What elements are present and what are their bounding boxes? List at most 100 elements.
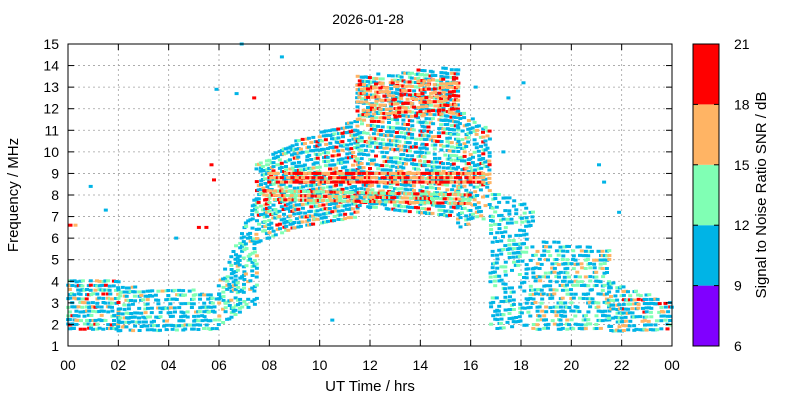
spectrogram-point — [644, 315, 649, 319]
spectrogram-point — [548, 254, 553, 258]
spectrogram-point — [443, 171, 448, 175]
spectrogram-point — [415, 201, 420, 204]
spectrogram-point — [334, 180, 339, 184]
spectrogram-point — [365, 153, 370, 157]
spectrogram-point — [284, 185, 289, 189]
spectrogram-point — [513, 242, 518, 246]
spectrogram-point — [387, 198, 392, 202]
spectrogram-point — [355, 83, 360, 87]
spectrogram-point — [329, 199, 334, 203]
spectrogram-point — [420, 105, 425, 109]
y-tick-label: 15 — [43, 36, 59, 52]
spectrogram-point — [437, 182, 442, 186]
spectrogram-point — [611, 307, 616, 311]
spectrogram-point — [374, 90, 379, 94]
spectrogram-point — [268, 193, 273, 197]
spectrogram-point — [535, 309, 540, 313]
spectrogram-point — [586, 284, 591, 288]
spectrogram-point — [305, 176, 310, 180]
spectrogram-point — [321, 130, 326, 134]
spectrogram-point — [315, 156, 320, 160]
spectrogram-point — [453, 176, 458, 180]
spectrogram-point — [403, 148, 408, 152]
spectrogram-point — [474, 142, 479, 146]
spectrogram-point — [246, 280, 251, 284]
spectrogram-point — [556, 310, 561, 314]
spectrogram-point — [290, 176, 295, 180]
spectrogram-point — [288, 158, 292, 162]
spectrogram-point — [571, 257, 576, 261]
spectrogram-point — [571, 296, 576, 300]
spectrogram-point — [600, 258, 605, 262]
spectrogram-point — [97, 326, 102, 330]
spectrogram-point — [550, 296, 555, 300]
spectrogram-point — [495, 318, 500, 322]
spectrogram-point — [554, 275, 559, 279]
spectrogram-point — [269, 191, 274, 195]
spectrogram-point — [456, 176, 460, 180]
spectrogram-point — [409, 184, 414, 188]
spectrogram-point — [430, 160, 435, 164]
spectrogram-point — [522, 306, 527, 310]
spectrogram-point — [404, 162, 408, 166]
spectrogram-point — [422, 69, 427, 73]
spectrogram-point — [420, 211, 425, 215]
spectrogram-point — [279, 176, 284, 180]
spectrogram-point — [343, 143, 347, 147]
spectrogram-point — [130, 302, 135, 306]
spectrogram-point — [481, 157, 486, 160]
spectrogram-point — [460, 155, 465, 159]
spectrogram-point — [236, 303, 240, 307]
spectrogram-point — [243, 242, 248, 246]
spectrogram-point — [579, 323, 584, 327]
spectrogram-point — [334, 137, 339, 141]
spectrogram-point — [490, 249, 495, 253]
spectrogram-point — [442, 193, 447, 196]
spectrogram-point — [511, 204, 516, 208]
spectrogram-point — [404, 131, 408, 135]
spectrogram-point — [528, 314, 533, 318]
spectrogram-point — [478, 135, 483, 139]
spectrogram-point — [133, 299, 138, 303]
spectrogram-point — [208, 293, 213, 297]
spectrogram-point — [345, 160, 350, 164]
spectrogram-point — [355, 197, 360, 201]
spectrogram-point — [565, 288, 569, 292]
spectrogram-point — [317, 171, 322, 175]
spectrogram-point — [598, 266, 603, 270]
colorbar-bin — [693, 44, 719, 105]
spectrogram-point — [399, 205, 404, 209]
spectrogram-point — [443, 75, 448, 79]
spectrogram-point — [380, 198, 385, 202]
spectrogram-point — [287, 198, 292, 202]
spectrogram-point — [310, 198, 315, 202]
spectrogram-point — [240, 232, 244, 236]
spectrogram-point — [319, 176, 324, 180]
spectrogram-point — [531, 297, 536, 301]
spectrogram-point — [445, 136, 450, 140]
spectrogram-point — [513, 251, 518, 255]
spectrogram-point — [439, 174, 444, 177]
spectrogram-point — [133, 324, 138, 328]
spectrogram-point — [460, 129, 465, 133]
spectrogram-point — [254, 206, 259, 210]
spectrogram-point — [586, 318, 591, 322]
spectrogram-point — [424, 109, 429, 113]
spectrogram-point — [206, 327, 211, 331]
spectrogram-point — [353, 141, 358, 145]
spectrogram-point — [395, 182, 400, 186]
spectrogram-point — [433, 182, 438, 186]
spectrogram-point — [602, 262, 607, 265]
spectrogram-point — [430, 117, 435, 121]
spectrogram-point — [575, 245, 580, 249]
spectrogram-point — [347, 180, 351, 184]
spectrogram-point — [357, 204, 362, 207]
spectrogram-point — [279, 180, 284, 184]
spectrogram-point — [283, 220, 288, 224]
spectrogram-point — [122, 316, 127, 320]
spectrogram-point — [229, 285, 234, 288]
spectrogram-point — [282, 217, 287, 221]
spectrogram-point — [456, 173, 460, 177]
spectrogram-point — [456, 126, 461, 130]
spectrogram-point — [390, 74, 395, 78]
